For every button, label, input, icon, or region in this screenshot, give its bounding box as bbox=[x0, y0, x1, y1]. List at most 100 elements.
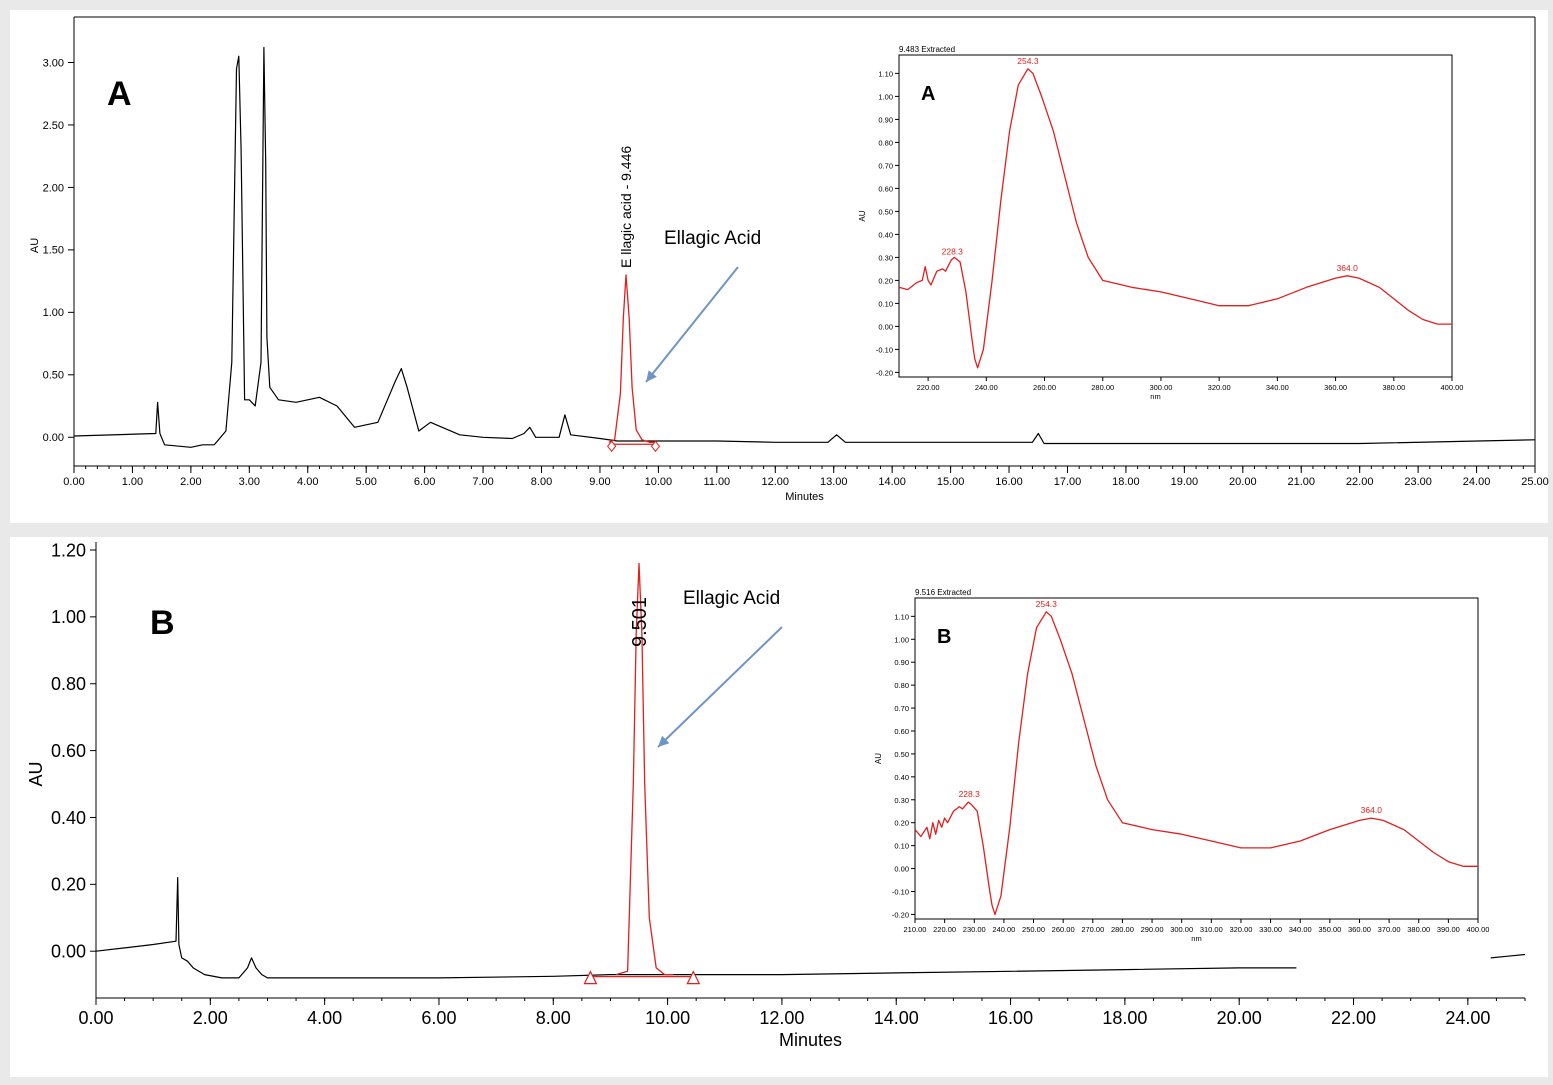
y-tick-label: 2.00 bbox=[43, 182, 64, 194]
x-tick-label: 6.00 bbox=[421, 1008, 456, 1028]
x-tick-label: 11.00 bbox=[703, 476, 730, 488]
inset-x-tick-label: 380.00 bbox=[1407, 925, 1430, 934]
inset-x-tick-label: 220.00 bbox=[917, 383, 940, 392]
inset-peak-label: 364.0 bbox=[1361, 805, 1383, 815]
inset-header: 9.516 Extracted bbox=[915, 588, 971, 597]
y-tick-label: 1.50 bbox=[43, 245, 64, 257]
x-tick-label: 6.00 bbox=[414, 476, 435, 488]
x-tick-label: 2.00 bbox=[193, 1008, 228, 1028]
y-tick-label: 0.80 bbox=[51, 674, 86, 694]
x-tick-label: 16.00 bbox=[995, 476, 1023, 488]
inset-x-tick-label: 400.00 bbox=[1441, 383, 1464, 392]
inset-x-tick-label: 400.00 bbox=[1467, 925, 1490, 934]
panel-label: B bbox=[150, 604, 175, 642]
chromatogram-chart-b: 0.00 2.00 4.00 6.00 8.00 10.00 12.00 14.00 16.00… bbox=[26, 540, 1526, 1050]
chromatogram-panel-a: 0.00 1.00 2.00 3.00 4.00 5.00 6.00 7.00 8.00 9.00… bbox=[10, 10, 1549, 523]
y-tick-label: 2.50 bbox=[43, 120, 64, 132]
x-axis-label: Minutes bbox=[785, 491, 824, 503]
chromatogram-trace bbox=[73, 46, 1536, 448]
inset-y-tick-label: -0.10 bbox=[892, 887, 909, 896]
x-tick-label: 24.00 bbox=[1463, 476, 1491, 488]
x-tick-label: 2.00 bbox=[180, 476, 201, 488]
x-tick-label: 10.00 bbox=[645, 476, 673, 488]
annotation-arrow bbox=[645, 266, 739, 383]
x-tick-label: 15.00 bbox=[937, 476, 965, 488]
x-tick-label: 4.00 bbox=[307, 1008, 342, 1028]
ellagic-acid-annotation: Ellagic Acid bbox=[683, 588, 780, 609]
chromatogram-chart-a: 0.00 1.00 2.00 3.00 4.00 5.00 6.00 7.00 8.00 9.00… bbox=[29, 16, 1549, 503]
x-tick-label: 0.00 bbox=[78, 1008, 113, 1028]
inset-panel-label: A bbox=[921, 83, 935, 105]
inset-y-tick-label: 0.80 bbox=[878, 138, 893, 147]
x-tick-label: 8.00 bbox=[536, 1008, 571, 1028]
x-tick-label: 7.00 bbox=[472, 476, 493, 488]
x-tick-label: 13.00 bbox=[820, 476, 848, 488]
x-tick-label: 25.00 bbox=[1521, 476, 1549, 488]
inset-y-axis-label: AU bbox=[858, 210, 867, 221]
inset-x-tick-label: 380.00 bbox=[1382, 383, 1405, 392]
inset-header: 9.483 Extracted bbox=[899, 45, 955, 54]
inset-x-tick-label: 270.00 bbox=[1081, 925, 1104, 934]
inset-x-tick-label: 280.00 bbox=[1111, 925, 1134, 934]
inset-x-tick-label: 240.00 bbox=[975, 383, 998, 392]
inset-y-tick-label: -0.10 bbox=[876, 345, 893, 354]
inset-panel-label: B bbox=[937, 626, 951, 648]
inset-y-tick-label: 0.20 bbox=[878, 276, 893, 285]
inset-y-tick-label: 1.00 bbox=[878, 92, 893, 101]
uv-spectrum-inset bbox=[914, 597, 1479, 920]
inset-y-tick-label: -0.20 bbox=[892, 910, 909, 919]
inset-x-tick-label: 320.00 bbox=[1208, 383, 1231, 392]
inset-y-axis-label: AU bbox=[874, 753, 883, 764]
integration-marker bbox=[686, 970, 701, 985]
x-tick-label: 12.00 bbox=[762, 476, 790, 488]
x-tick-label: 14.00 bbox=[874, 1008, 919, 1028]
inset-x-axis-label: nm bbox=[1191, 934, 1201, 943]
integration-marker bbox=[607, 440, 617, 453]
x-tick-label: 19.00 bbox=[1171, 476, 1199, 488]
integration-marker bbox=[583, 970, 598, 985]
inset-y-tick-label: 0.10 bbox=[894, 842, 909, 851]
inset-x-tick-label: 250.00 bbox=[1022, 925, 1045, 934]
inset-x-tick-label: 350.00 bbox=[1318, 925, 1341, 934]
y-tick-label: 0.50 bbox=[43, 370, 64, 382]
inset-peak-label: 364.0 bbox=[1337, 263, 1359, 273]
inset-x-tick-label: 330.00 bbox=[1259, 925, 1282, 934]
inset-y-tick-label: 0.60 bbox=[894, 727, 909, 736]
inset-y-tick-label: 0.30 bbox=[878, 253, 893, 262]
x-tick-label: 18.00 bbox=[1102, 1008, 1147, 1028]
y-tick-label: 0.20 bbox=[51, 875, 86, 895]
y-tick-label: 0.40 bbox=[51, 808, 86, 828]
x-tick-label: 1.00 bbox=[122, 476, 143, 488]
inset-peak-label: 228.3 bbox=[942, 247, 964, 257]
panel-label: A bbox=[107, 75, 132, 113]
inset-y-tick-label: 0.80 bbox=[894, 681, 909, 690]
inset-x-tick-label: 340.00 bbox=[1266, 383, 1289, 392]
inset-x-tick-label: 260.00 bbox=[1052, 925, 1075, 934]
inset-y-tick-label: 0.40 bbox=[894, 773, 909, 782]
y-tick-label: 1.00 bbox=[51, 607, 86, 627]
x-tick-label: 20.00 bbox=[1217, 1008, 1262, 1028]
chromatogram-panel-b: 0.00 2.00 4.00 6.00 8.00 10.00 12.00 14.00 16.00… bbox=[10, 537, 1548, 1077]
x-tick-label: 12.00 bbox=[759, 1008, 804, 1028]
x-axis-label: Minutes bbox=[779, 1030, 842, 1050]
y-tick-label: 0.60 bbox=[51, 741, 86, 761]
inset-y-tick-label: 0.30 bbox=[894, 796, 909, 805]
y-tick-label: 3.00 bbox=[43, 57, 64, 69]
inset-peak-label: 228.3 bbox=[959, 789, 981, 799]
inset-y-tick-label: 0.70 bbox=[878, 161, 893, 170]
x-tick-label: 24.00 bbox=[1445, 1008, 1490, 1028]
peak-retention-label: 9.501 bbox=[629, 597, 651, 647]
ellagic-acid-peak-trace bbox=[616, 562, 674, 976]
inset-x-tick-label: 370.00 bbox=[1378, 925, 1401, 934]
inset-y-tick-label: 1.10 bbox=[894, 612, 909, 621]
x-tick-label: 21.00 bbox=[1287, 476, 1315, 488]
inset-x-tick-label: 300.00 bbox=[1170, 925, 1193, 934]
inset-y-tick-label: 0.50 bbox=[878, 207, 893, 216]
y-tick-label: 1.20 bbox=[51, 540, 86, 560]
inset-x-tick-label: 280.00 bbox=[1091, 383, 1114, 392]
inset-x-tick-label: 220.00 bbox=[933, 925, 956, 934]
y-tick-label: 0.00 bbox=[43, 432, 64, 444]
x-tick-label: 22.00 bbox=[1346, 476, 1374, 488]
inset-y-tick-label: 0.70 bbox=[894, 704, 909, 713]
inset-x-tick-label: 390.00 bbox=[1437, 925, 1460, 934]
